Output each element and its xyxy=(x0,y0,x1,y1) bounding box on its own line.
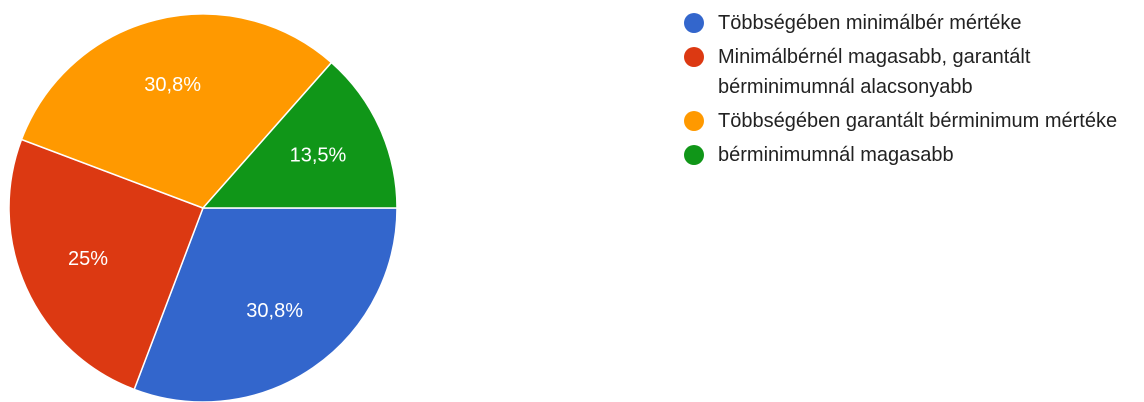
legend: Többségében minimálbér mértéke Minimálbér… xyxy=(684,8,1140,174)
slice-label: 30,8% xyxy=(246,300,303,322)
legend-swatch xyxy=(684,13,704,33)
legend-label: Többségében garantált bérminimum mértéke xyxy=(718,110,1118,132)
legend-swatch xyxy=(684,47,704,67)
legend-entry: bérminimumnál magasabb xyxy=(684,140,1140,170)
slice-label: 30,8% xyxy=(144,74,201,96)
pie-slice xyxy=(20,13,333,209)
legend-swatch xyxy=(684,145,704,165)
legend-label: Többségében minimálbér mértéke xyxy=(718,12,1022,34)
legend-entry: Minimálbérnél magasabb, garantált bérmin… xyxy=(684,42,1140,102)
chart: 30,8% 25% 30,8% 13,5% xyxy=(8,13,398,402)
pie-slice xyxy=(133,207,398,402)
slice-label: 25% xyxy=(68,248,108,270)
slice-label: 13,5% xyxy=(290,144,347,166)
pie-slice xyxy=(201,61,398,209)
legend-entry: Többségében garantált bérminimum mértéke xyxy=(684,106,1140,136)
legend-label: bérminimumnál magasabb xyxy=(718,144,954,166)
legend-entry: Többségében minimálbér mértéke xyxy=(684,8,1140,38)
legend-label: Minimálbérnél magasabb, garantált bérmin… xyxy=(718,46,1031,98)
pie-slice xyxy=(8,138,204,391)
legend-swatch xyxy=(684,111,704,131)
